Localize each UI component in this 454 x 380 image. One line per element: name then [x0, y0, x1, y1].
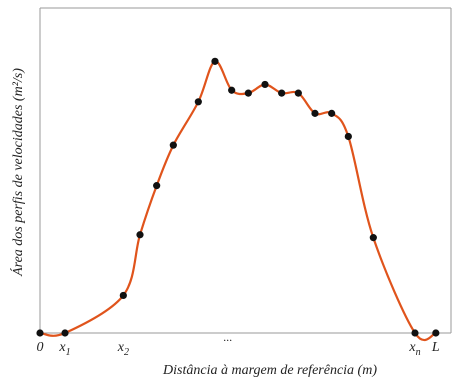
data-point	[432, 329, 440, 337]
data-point	[369, 234, 377, 242]
x-tick-label: x1	[58, 340, 70, 358]
axes-frame	[39, 7, 452, 334]
x-tick-label: 0	[37, 340, 44, 355]
data-point	[328, 109, 336, 117]
data-point	[278, 89, 286, 97]
data-point	[294, 89, 302, 97]
data-point	[61, 329, 69, 337]
data-point	[169, 141, 177, 149]
x-tick-label: ···	[223, 333, 232, 347]
data-point	[244, 89, 252, 97]
y-axis-label: Área dos perfis de velocidades (m²/s)	[9, 68, 26, 277]
x-axis-label: Distância à margem de referência (m)	[162, 363, 377, 378]
data-point	[311, 109, 319, 117]
data-point	[194, 98, 202, 106]
data-point	[153, 182, 161, 190]
data-point	[211, 57, 219, 65]
data-point	[228, 86, 236, 94]
data-point	[411, 329, 419, 337]
series-line	[39, 60, 437, 342]
data-point	[344, 132, 352, 141]
data-point	[119, 291, 127, 300]
x-tick-label: L	[431, 340, 440, 355]
data-point	[261, 80, 269, 89]
data-point	[136, 231, 144, 239]
x-tick-label: x2	[117, 340, 129, 358]
data-point	[36, 329, 44, 337]
x-tick-labels: 0 x1 x2 ··· xn L	[37, 333, 440, 358]
x-tick-label: xn	[408, 340, 420, 358]
data-markers	[36, 57, 440, 337]
